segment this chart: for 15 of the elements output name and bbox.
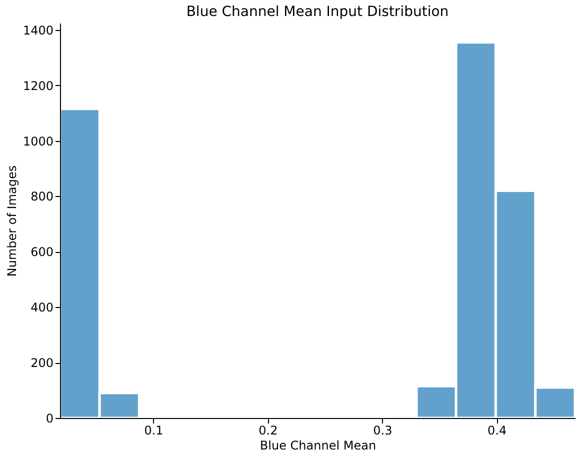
x-tick-label: 0.4 [488,424,507,438]
x-tick-label: 0.1 [144,424,164,438]
y-tick-label: 1200 [22,78,54,93]
y-tick-label: 600 [30,245,54,260]
y-tick-label: 0 [46,412,54,426]
x-axis-title: Blue Channel Mean [260,438,376,452]
y-tick-label: 1000 [22,134,54,148]
y-tick-label: 200 [30,356,54,370]
x-tick-label: 0.2 [258,424,278,438]
chart-title: Blue Channel Mean Input Distribution [186,4,449,20]
y-tick-label: 1400 [22,23,54,38]
y-tick-label: 400 [30,300,54,315]
y-axis-title: Number of Images [4,165,19,277]
x-tick-label: 0.3 [373,424,392,438]
y-tick-label: 800 [30,190,54,204]
